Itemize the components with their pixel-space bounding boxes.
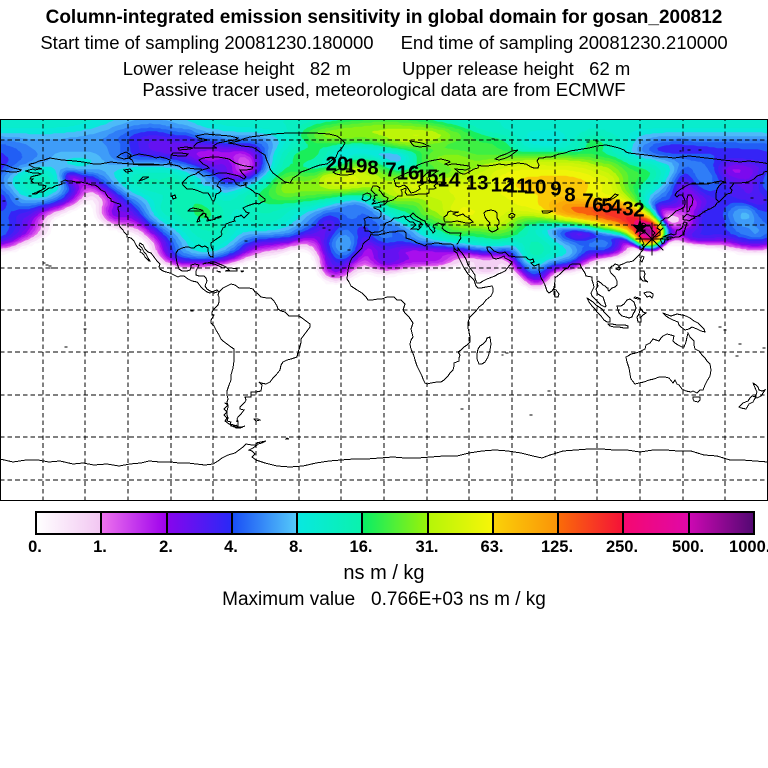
svg-text:10: 10: [524, 175, 547, 198]
svg-text:8: 8: [367, 156, 378, 179]
svg-text:2: 2: [633, 198, 644, 221]
svg-text:7: 7: [385, 158, 396, 181]
svg-text:14: 14: [438, 168, 461, 191]
svg-text:6: 6: [592, 193, 603, 216]
svg-text:8: 8: [564, 183, 575, 206]
svg-text:5: 5: [601, 194, 612, 217]
svg-text:19: 19: [345, 154, 368, 177]
svg-text:20: 20: [326, 152, 349, 175]
svg-text:16: 16: [397, 161, 420, 184]
svg-text:4: 4: [610, 195, 622, 218]
svg-text:13: 13: [466, 171, 489, 194]
svg-text:15: 15: [416, 165, 439, 188]
svg-text:3: 3: [622, 197, 633, 220]
svg-text:12: 12: [491, 173, 514, 196]
svg-text:9: 9: [550, 177, 561, 200]
svg-text:11: 11: [506, 174, 528, 197]
svg-text:7: 7: [582, 189, 593, 212]
